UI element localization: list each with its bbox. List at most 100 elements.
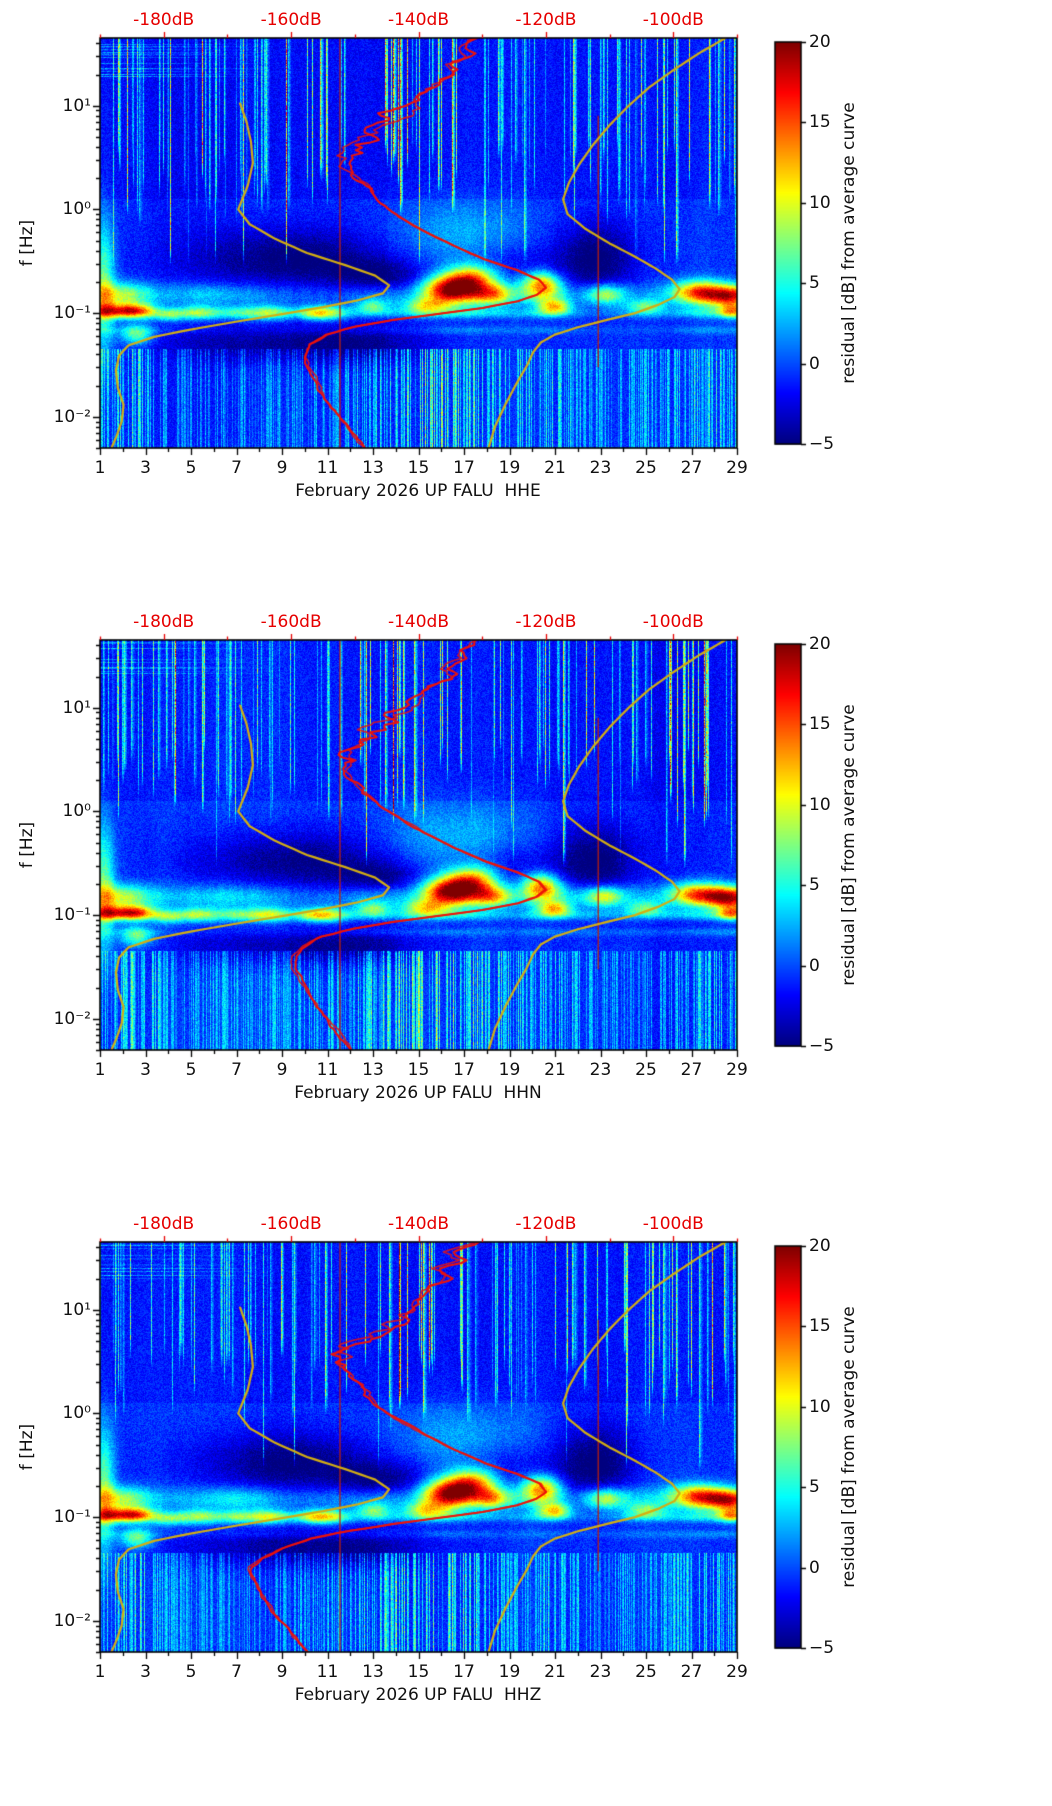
y-tick-label: 10¹ — [62, 1299, 91, 1320]
y-tick-label: 10⁰ — [62, 801, 91, 822]
y-tick-label: 10⁻¹ — [53, 1507, 91, 1528]
colorbar-tick-label: 10 — [809, 192, 831, 213]
top-axis-tick-label: -160dB — [260, 10, 322, 30]
x-tick-label: 3 — [140, 1662, 151, 1682]
panel-hhn: f [Hz] February 2026 UP FALU HHN residua… — [0, 602, 1052, 1204]
top-axis-tick-label: -160dB — [260, 1214, 322, 1234]
x-tick-label: 1 — [94, 458, 106, 478]
y-tick-label: 10⁻¹ — [53, 303, 91, 324]
x-tick-label: 15 — [407, 1060, 430, 1080]
top-axis-tick-label: -100dB — [642, 1214, 704, 1234]
top-axis-tick-label: -180dB — [133, 10, 195, 30]
x-axis-title: February 2026 UP FALU HHZ — [294, 1685, 542, 1705]
x-tick-label: 11 — [316, 1662, 339, 1682]
colorbar-tick-label: 20 — [809, 634, 831, 654]
x-tick-label: 27 — [680, 1060, 703, 1080]
x-tick-label: 19 — [498, 1662, 521, 1682]
top-axis-tick-label: -180dB — [133, 1214, 195, 1234]
x-tick-label: 7 — [231, 458, 242, 478]
top-axis-tick-label: -120dB — [515, 1214, 577, 1234]
x-tick-label: 23 — [589, 1662, 612, 1682]
x-tick-label: 27 — [680, 1662, 703, 1682]
x-tick-label: 1 — [94, 1662, 106, 1682]
x-tick-label: 19 — [498, 1060, 521, 1080]
x-tick-label: 5 — [185, 458, 197, 478]
colorbar-label: residual [dB] from average curve — [839, 704, 859, 986]
colorbar-tick-label: 15 — [809, 714, 831, 735]
x-tick-label: 17 — [453, 1060, 475, 1080]
top-axis-tick-label: -160dB — [260, 612, 322, 632]
panel-hhe: f [Hz] February 2026 UP FALU HHE residua… — [0, 0, 1052, 602]
x-tick-label: 21 — [544, 1060, 566, 1080]
colorbar-label: residual [dB] from average curve — [839, 102, 859, 384]
spectrogram-canvas-hhn — [0, 602, 1052, 1204]
x-axis-title: February 2026 UP FALU HHN — [294, 1083, 542, 1103]
colorbar-tick-label: 10 — [809, 1396, 831, 1417]
colorbar-tick-label: 0 — [809, 955, 820, 976]
colorbar-tick-label: 0 — [809, 353, 820, 374]
y-tick-label: 10¹ — [62, 95, 91, 116]
x-tick-label: 11 — [316, 458, 339, 478]
x-tick-label: 9 — [276, 458, 288, 478]
colorbar-tick-label: 15 — [809, 112, 831, 133]
colorbar-label: residual [dB] from average curve — [839, 1306, 859, 1588]
top-axis-tick-label: -140dB — [387, 1214, 450, 1234]
y-tick-label: 10⁻² — [53, 1008, 91, 1029]
x-tick-label: 23 — [589, 1060, 612, 1080]
x-tick-label: 13 — [362, 458, 384, 478]
x-tick-label: 13 — [362, 1662, 384, 1682]
x-tick-label: 1 — [94, 1060, 106, 1080]
x-tick-label: 3 — [140, 458, 151, 478]
spectrogram-canvas-hhz — [0, 1204, 1052, 1806]
y-tick-label: 10⁰ — [62, 199, 91, 220]
x-tick-label: 19 — [498, 458, 521, 478]
top-axis-tick-label: -140dB — [387, 612, 450, 632]
top-axis-tick-label: -120dB — [515, 612, 577, 632]
x-tick-label: 25 — [635, 458, 657, 478]
x-tick-label: 29 — [726, 1662, 748, 1682]
x-tick-label: 25 — [635, 1662, 657, 1682]
y-tick-label: 10⁻¹ — [53, 905, 91, 926]
x-tick-label: 25 — [635, 1060, 657, 1080]
x-tick-label: 13 — [362, 1060, 384, 1080]
x-axis-title: February 2026 UP FALU HHE — [295, 481, 541, 501]
x-tick-label: 21 — [544, 1662, 566, 1682]
panel-hhz: f [Hz] February 2026 UP FALU HHZ residua… — [0, 1204, 1052, 1806]
top-axis-tick-label: -100dB — [642, 612, 704, 632]
colorbar-tick-label: −5 — [809, 434, 835, 454]
x-tick-label: 29 — [726, 1060, 748, 1080]
y-axis-label: f [Hz] — [17, 821, 37, 869]
spectrogram-canvas-hhe — [0, 0, 1052, 602]
y-tick-label: 10⁰ — [62, 1403, 91, 1424]
x-tick-label: 5 — [185, 1662, 197, 1682]
colorbar-tick-label: 0 — [809, 1557, 820, 1578]
x-tick-label: 21 — [544, 458, 566, 478]
x-tick-label: 17 — [453, 1662, 475, 1682]
x-tick-label: 11 — [316, 1060, 339, 1080]
top-axis-tick-label: -120dB — [515, 10, 577, 30]
x-tick-label: 23 — [589, 458, 612, 478]
top-axis-tick-label: -180dB — [133, 612, 195, 632]
colorbar-tick-label: 5 — [809, 1477, 820, 1498]
x-tick-label: 29 — [726, 458, 748, 478]
colorbar-tick-label: 20 — [809, 32, 831, 52]
colorbar-tick-label: −5 — [809, 1036, 835, 1056]
colorbar-tick-label: 10 — [809, 794, 831, 815]
colorbar-tick-label: 5 — [809, 875, 820, 896]
colorbar-tick-label: −5 — [809, 1638, 835, 1658]
y-axis-label: f [Hz] — [17, 219, 37, 267]
y-tick-label: 10⁻² — [53, 1610, 91, 1631]
colorbar-tick-label: 5 — [809, 273, 820, 294]
colorbar-tick-label: 20 — [809, 1236, 831, 1256]
y-tick-label: 10¹ — [62, 697, 91, 718]
y-tick-label: 10⁻² — [53, 406, 91, 427]
x-tick-label: 15 — [407, 1662, 430, 1682]
x-tick-label: 17 — [453, 458, 475, 478]
x-tick-label: 9 — [276, 1662, 288, 1682]
x-tick-label: 15 — [407, 458, 430, 478]
x-tick-label: 9 — [276, 1060, 288, 1080]
x-tick-label: 5 — [185, 1060, 197, 1080]
y-axis-label: f [Hz] — [17, 1423, 37, 1471]
top-axis-tick-label: -100dB — [642, 10, 704, 30]
